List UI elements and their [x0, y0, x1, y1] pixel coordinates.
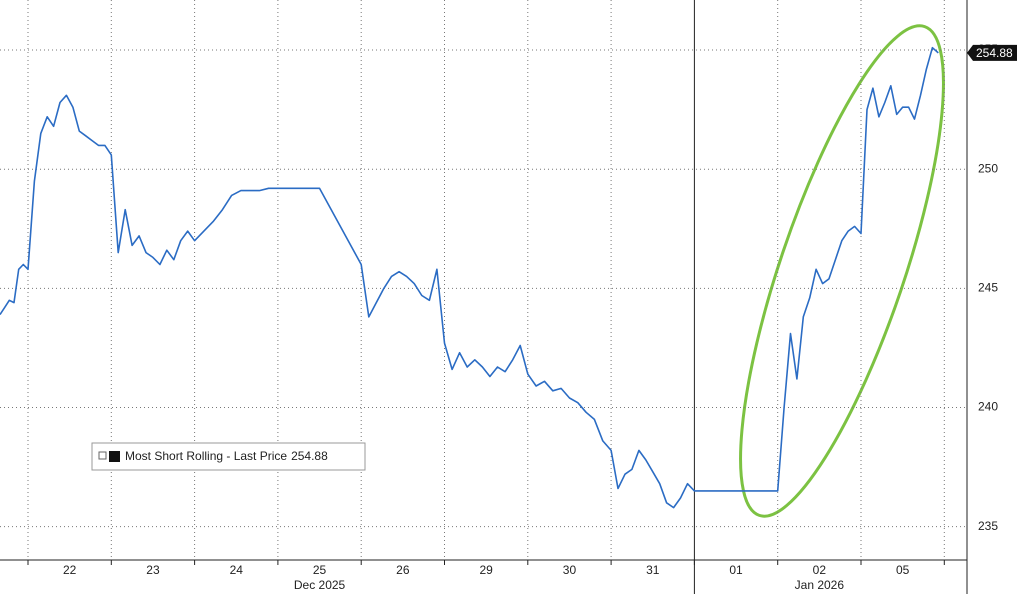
last-price-label: 254.88: [976, 46, 1013, 60]
month-label: Dec 2025: [294, 578, 346, 592]
x-tick-label: 26: [396, 563, 410, 577]
legend-toggle: [98, 451, 107, 460]
x-tick-label: 23: [146, 563, 160, 577]
x-tick-label: 02: [813, 563, 827, 577]
legend-last-price: 254.88: [291, 449, 328, 463]
legend-box: [91, 442, 366, 471]
legend: Most Short Rolling - Last Price 254.88: [91, 442, 366, 471]
price-line: [0, 46, 939, 509]
legend-text: Most Short Rolling - Last Price 254.88: [125, 449, 328, 463]
x-tick-label: 01: [729, 563, 743, 577]
x-tick-label: 05: [896, 563, 910, 577]
y-tick-label: 245: [978, 281, 998, 295]
x-tick-label: 31: [646, 563, 660, 577]
y-tick-label: 240: [978, 400, 998, 414]
highlight-ellipse: [739, 24, 945, 518]
last-price-pointer: [967, 44, 1017, 61]
x-tick-label: 24: [230, 563, 244, 577]
x-tick-label: 29: [479, 563, 493, 577]
x-tick-label: 22: [63, 563, 77, 577]
legend-swatch: [109, 451, 120, 462]
month-label: Jan 2026: [795, 578, 845, 592]
legend-series-name: Most Short Rolling - Last Price: [125, 449, 287, 463]
x-tick-label: 25: [313, 563, 327, 577]
y-tick-label: 250: [978, 161, 998, 175]
y-tick-label: 235: [978, 519, 998, 533]
x-tick-label: 30: [563, 563, 577, 577]
